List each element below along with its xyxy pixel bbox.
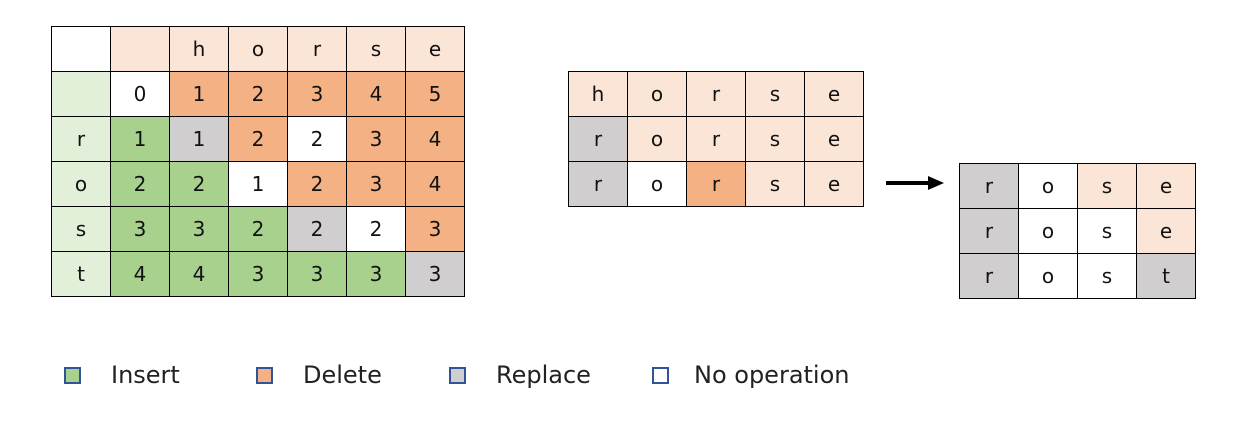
table-cell: r — [686, 71, 746, 117]
table-cell: e — [804, 161, 864, 207]
table-cell: 4 — [405, 161, 465, 207]
table-cell: o — [1018, 163, 1078, 209]
table-cell: 1 — [110, 116, 170, 162]
table-cell: 3 — [346, 251, 406, 297]
table-cell: o — [627, 161, 687, 207]
table-cell: 2 — [169, 161, 229, 207]
table-cell: 3 — [169, 206, 229, 252]
table-cell: s — [1077, 208, 1137, 254]
table-cell: 4 — [110, 251, 170, 297]
delete-swatch — [256, 366, 273, 384]
table-cell: 3 — [346, 116, 406, 162]
table-cell: 3 — [287, 71, 347, 117]
table-cell: e — [405, 26, 465, 72]
table-cell — [51, 26, 111, 72]
table-cell: r — [51, 116, 111, 162]
table-cell: s — [745, 161, 805, 207]
table-cell: s — [51, 206, 111, 252]
table-cell: s — [745, 116, 805, 162]
table-cell: o — [1018, 208, 1078, 254]
insert-swatch — [64, 366, 81, 384]
table-cell: r — [568, 161, 628, 207]
legend-delete: Delete — [256, 360, 382, 390]
table-cell: s — [346, 26, 406, 72]
table-cell: h — [568, 71, 628, 117]
table-cell: o — [627, 71, 687, 117]
table-cell — [51, 71, 111, 117]
legend-label: Delete — [303, 361, 382, 389]
table-cell: 4 — [405, 116, 465, 162]
table-cell: e — [1136, 208, 1196, 254]
table-cell: o — [627, 116, 687, 162]
table-cell: r — [959, 208, 1019, 254]
table-cell: t — [51, 251, 111, 297]
table-cell: 3 — [287, 251, 347, 297]
legend-label: No operation — [694, 361, 850, 389]
table-cell: 3 — [405, 206, 465, 252]
table-cell: s — [1077, 163, 1137, 209]
table-cell: 3 — [346, 161, 406, 207]
table-cell: o — [228, 26, 288, 72]
table-cell: 2 — [228, 71, 288, 117]
table-cell: 3 — [228, 251, 288, 297]
table-cell: 3 — [405, 251, 465, 297]
table-cell: r — [686, 161, 746, 207]
table-cell: 1 — [228, 161, 288, 207]
table-cell: 2 — [228, 206, 288, 252]
table-cell: 3 — [110, 206, 170, 252]
no-operation-swatch — [652, 366, 669, 384]
table-cell: s — [745, 71, 805, 117]
table-cell: e — [1136, 163, 1196, 209]
table-cell: e — [804, 71, 864, 117]
table-cell: e — [804, 116, 864, 162]
table-cell: 2 — [287, 206, 347, 252]
table-cell: 2 — [228, 116, 288, 162]
table-cell: r — [686, 116, 746, 162]
table-cell: r — [959, 253, 1019, 299]
replace-swatch — [449, 366, 466, 384]
table-cell: o — [51, 161, 111, 207]
legend-insert: Insert — [64, 360, 180, 390]
table-cell: r — [959, 163, 1019, 209]
table-cell: 1 — [169, 116, 229, 162]
legend-no-operation: No operation — [652, 360, 850, 390]
table-cell: s — [1077, 253, 1137, 299]
table-cell: 1 — [169, 71, 229, 117]
legend-replace: Replace — [449, 360, 591, 390]
table-cell: h — [169, 26, 229, 72]
table-cell: 2 — [110, 161, 170, 207]
table-cell: 4 — [346, 71, 406, 117]
table-cell: 5 — [405, 71, 465, 117]
table-cell: r — [568, 116, 628, 162]
table-cell: 4 — [169, 251, 229, 297]
table-cell: 2 — [287, 161, 347, 207]
table-cell — [110, 26, 170, 72]
legend-label: Insert — [111, 361, 180, 389]
table-cell: t — [1136, 253, 1196, 299]
table-cell: 2 — [346, 206, 406, 252]
table-cell: 2 — [287, 116, 347, 162]
table-cell: o — [1018, 253, 1078, 299]
table-cell: r — [287, 26, 347, 72]
legend-label: Replace — [496, 361, 591, 389]
table-cell: 0 — [110, 71, 170, 117]
arrow-right-icon — [886, 176, 944, 190]
